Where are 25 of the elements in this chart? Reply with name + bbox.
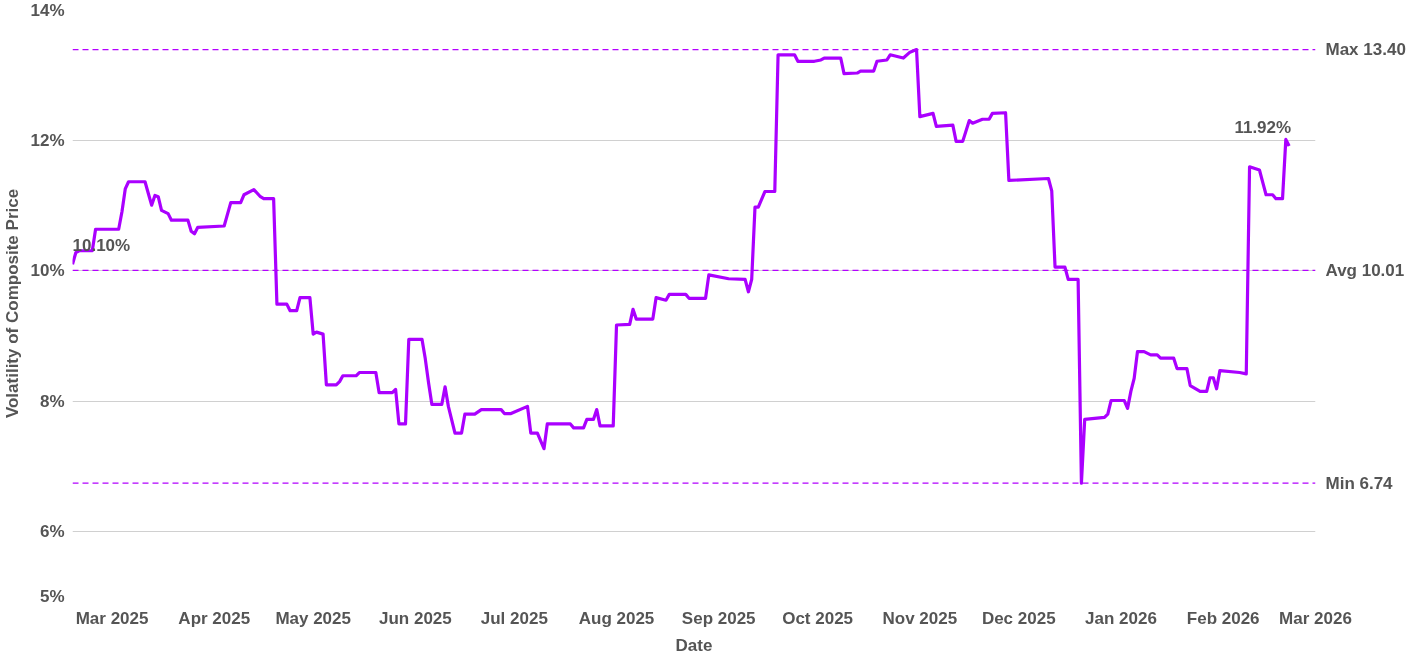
y-tick-label: 12% (30, 131, 65, 151)
x-tick-label: Sep 2025 (681, 608, 756, 628)
x-tick-label: Jan 2026 (1085, 608, 1157, 628)
y-tick-label: 14% (30, 1, 65, 20)
x-tick-label: Nov 2025 (882, 608, 958, 628)
x-tick-label: May 2025 (275, 608, 352, 628)
x-tick-label: Mar 2025 (75, 608, 149, 628)
y-axis-title: Volatility of Composite Price (3, 188, 23, 419)
y-tick-label: 8% (39, 391, 65, 411)
x-tick-label: Apr 2025 (178, 608, 251, 628)
y-tick-label: 5% (39, 587, 65, 606)
ref-line-label: Min 6.74 (1325, 473, 1394, 493)
ref-line-label: Avg 10.01 (1325, 260, 1405, 280)
y-tick-label: 10% (30, 261, 65, 281)
y-tick-label: 6% (39, 521, 65, 541)
annotation: 11.92% (1234, 117, 1292, 137)
x-axis-title: Date (675, 635, 713, 655)
x-tick-label: Aug 2025 (578, 608, 655, 628)
x-tick-label: Dec 2025 (981, 608, 1056, 628)
x-tick-label: Jul 2025 (480, 608, 548, 628)
x-tick-label: Jun 2025 (379, 608, 452, 628)
x-tick-label: Mar 2026 (1279, 608, 1352, 628)
x-tick-label: Oct 2025 (782, 608, 854, 628)
x-tick-label: Feb 2026 (1186, 608, 1260, 628)
ref-line-label: Max 13.40 (1325, 40, 1406, 60)
